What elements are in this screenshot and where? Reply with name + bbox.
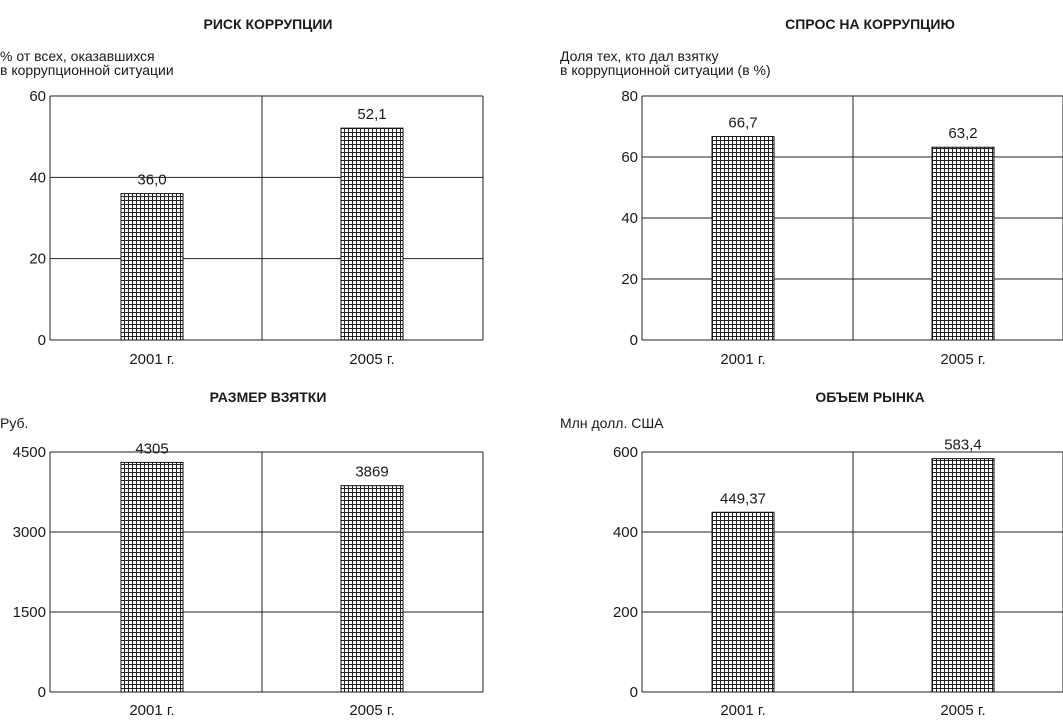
y-tick-label: 60 bbox=[29, 88, 46, 105]
y-tick-label: 1500 bbox=[13, 604, 46, 621]
chart-market-volume: ОБЪЕМ РЫНКА Млн долл. США 0 200 400 600 449,37… bbox=[560, 389, 1063, 719]
data-label: 4305 bbox=[135, 440, 168, 457]
y-tick-label: 200 bbox=[613, 604, 638, 621]
y-tick-label: 4500 bbox=[13, 444, 46, 461]
y-tick-label: 20 bbox=[621, 271, 638, 288]
chart-title: РИСК КОРРУПЦИИ bbox=[204, 16, 333, 32]
data-label: 3869 bbox=[355, 464, 388, 481]
x-category-label: 2001 г. bbox=[129, 351, 174, 368]
chart-bribe-size: РАЗМЕР ВЗЯТКИ Руб. 0 1500 3000 4500 4305 2001 г… bbox=[0, 389, 484, 719]
chart-title: СПРОС НА КОРРУПЦИЮ bbox=[785, 16, 955, 32]
bar bbox=[711, 136, 775, 341]
x-category-label: 2005 г. bbox=[940, 351, 985, 368]
bar bbox=[340, 127, 404, 341]
data-label: 583,4 bbox=[944, 437, 982, 454]
y-tick-label: 40 bbox=[29, 169, 46, 186]
y-tick-label: 0 bbox=[630, 684, 638, 701]
y-tick-label: 20 bbox=[29, 251, 46, 268]
y-tick-label: 80 bbox=[621, 88, 638, 105]
y-tick-label: 40 bbox=[621, 210, 638, 227]
data-label: 36,0 bbox=[137, 172, 166, 189]
y-tick-label: 0 bbox=[630, 332, 638, 349]
y-axis-label: Млн долл. США bbox=[560, 415, 664, 431]
data-label: 52,1 bbox=[357, 106, 386, 123]
y-tick-label: 600 bbox=[613, 444, 638, 461]
chart-title: ОБЪЕМ РЫНКА bbox=[815, 389, 924, 405]
chart-title: РАЗМЕР ВЗЯТКИ bbox=[210, 389, 327, 405]
data-label: 66,7 bbox=[728, 115, 757, 132]
data-label: 63,2 bbox=[948, 125, 977, 142]
y-tick-label: 0 bbox=[38, 332, 46, 349]
x-category-label: 2005 г. bbox=[940, 702, 985, 719]
y-axis-label: в коррупционной ситуации bbox=[0, 62, 174, 78]
bar bbox=[711, 511, 775, 693]
data-label: 449,37 bbox=[720, 490, 766, 507]
bar bbox=[120, 461, 184, 693]
y-axis-label: в коррупционной ситуации (в %) bbox=[560, 62, 771, 78]
y-tick-label: 3000 bbox=[13, 524, 46, 541]
y-tick-label: 400 bbox=[613, 524, 638, 541]
y-tick-label: 0 bbox=[38, 684, 46, 701]
bar bbox=[120, 193, 184, 341]
bar bbox=[931, 458, 995, 693]
x-category-label: 2001 г. bbox=[720, 351, 765, 368]
bar bbox=[931, 146, 995, 341]
x-category-label: 2001 г. bbox=[720, 702, 765, 719]
bar bbox=[340, 485, 404, 693]
y-axis-label: Руб. bbox=[0, 415, 28, 431]
y-axis-label: % от всех, оказавшихся bbox=[0, 48, 155, 64]
x-category-label: 2001 г. bbox=[129, 702, 174, 719]
chart-corruption-demand: СПРОС НА КОРРУПЦИЮ Доля тех, кто дал взят… bbox=[560, 16, 1063, 368]
x-category-label: 2005 г. bbox=[349, 702, 394, 719]
y-tick-label: 60 bbox=[621, 149, 638, 166]
x-category-label: 2005 г. bbox=[349, 351, 394, 368]
y-axis-label: Доля тех, кто дал взятку bbox=[560, 48, 718, 64]
